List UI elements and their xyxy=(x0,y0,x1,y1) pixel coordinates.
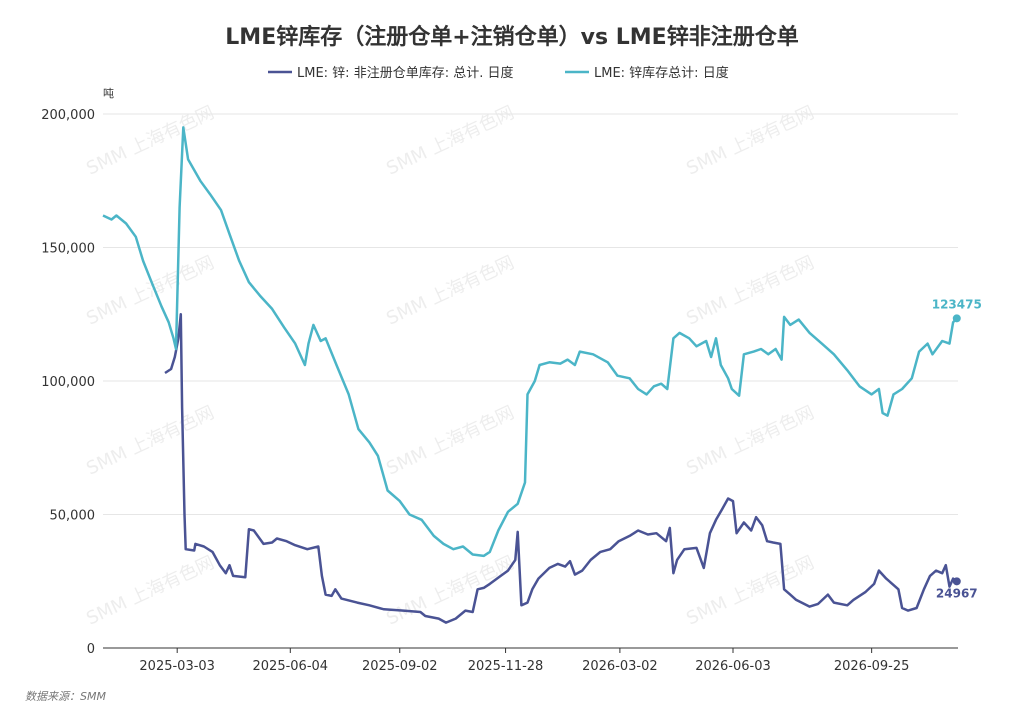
watermark: SMM 上海有色网 xyxy=(83,552,217,629)
watermark: SMM 上海有色网 xyxy=(383,252,517,329)
series-end-label-1: 24967 xyxy=(936,586,978,600)
series-end-point-2[interactable] xyxy=(952,314,961,323)
watermark: SMM 上海有色网 xyxy=(83,402,217,479)
watermark: SMM 上海有色网 xyxy=(383,402,517,479)
series-line-2[interactable] xyxy=(102,126,958,558)
x-tick-label: 2025-06-04 xyxy=(253,659,329,674)
y-tick-label: 100,000 xyxy=(41,375,95,390)
series-end-label-2: 123475 xyxy=(932,297,982,311)
x-axis: 2025-03-03 2025-06-04 2025-09-02 2025-11-28… xyxy=(103,647,958,674)
series-line-1[interactable] xyxy=(164,313,958,624)
series-end-point-1[interactable] xyxy=(952,577,961,586)
x-tick-label: 2026-09-25 xyxy=(834,659,910,674)
legend-item-series-1[interactable]: LME: 锌: 非注册仓单库存: 总计. 日度 xyxy=(268,65,513,81)
legend: LME: 锌: 非注册仓单库存: 总计. 日度 LME: 锌库存总计: 日度 xyxy=(268,65,729,81)
x-tick-label: 2026-06-03 xyxy=(695,659,771,674)
legend-label-series-1: LME: 锌: 非注册仓单库存: 总计. 日度 xyxy=(297,65,513,81)
series-layer: 24967 123475 xyxy=(102,126,982,624)
x-tick-label: 2025-03-03 xyxy=(139,659,215,674)
watermark: SMM 上海有色网 xyxy=(683,252,817,329)
y-tick-label: 0 xyxy=(87,642,95,657)
watermark: SMM 上海有色网 xyxy=(683,402,817,479)
y-tick-label: 150,000 xyxy=(41,242,95,257)
y-axis-unit: 吨 xyxy=(103,87,114,100)
x-tick-label: 2025-11-28 xyxy=(468,659,544,674)
watermark: SMM 上海有色网 xyxy=(83,252,217,329)
grid-lines xyxy=(103,113,958,515)
data-source: 数据来源：SMM xyxy=(25,690,106,703)
legend-item-series-2[interactable]: LME: 锌库存总计: 日度 xyxy=(565,65,729,81)
x-tick-label: 2025-09-02 xyxy=(362,659,438,674)
x-tick-label: 2026-03-02 xyxy=(582,659,658,674)
y-tick-label: 200,000 xyxy=(41,108,95,123)
y-axis: 0 50,000 100,000 150,000 200,000 xyxy=(41,108,95,657)
y-tick-label: 50,000 xyxy=(50,509,96,524)
legend-label-series-2: LME: 锌库存总计: 日度 xyxy=(594,65,729,81)
watermark: SMM 上海有色网 xyxy=(383,552,517,629)
chart-title: LME锌库存（注册仓单+注销仓单）vs LME锌非注册仓单 xyxy=(225,24,798,50)
